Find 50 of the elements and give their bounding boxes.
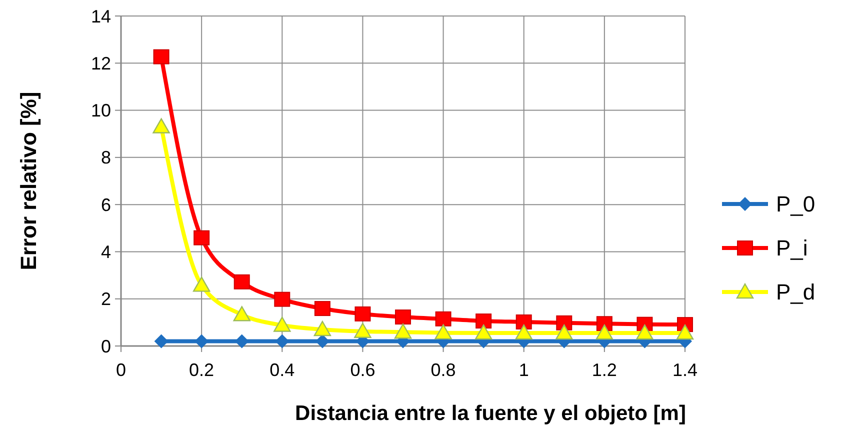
x-axis-title: Distancia entre la fuente y el objeto [m] (295, 402, 686, 425)
x-tick-label: 1.2 (592, 360, 617, 380)
point (314, 320, 332, 336)
x-tick-label: 0.4 (270, 360, 295, 380)
point (274, 316, 291, 332)
point (315, 334, 330, 348)
legend-label: P_0 (776, 192, 816, 217)
point (354, 306, 371, 322)
y-tick-label: 0 (100, 336, 111, 356)
point (556, 324, 573, 340)
point (476, 314, 492, 329)
y-axis-title: Error relativo [%] (16, 92, 41, 270)
legend-label: P_d (776, 280, 816, 305)
point (394, 323, 412, 339)
point (153, 49, 170, 64)
y-tick-label: 14 (90, 6, 111, 26)
point (515, 324, 532, 340)
x-tick-label: 1.4 (672, 360, 698, 380)
point (516, 314, 532, 330)
point (194, 334, 209, 348)
x-tick-label: 1 (518, 360, 529, 380)
point (434, 324, 452, 340)
legend-label: P_i (776, 236, 808, 261)
x-tick-label: 0.8 (430, 360, 456, 380)
y-tick-label: 10 (90, 100, 111, 121)
y-tick-label: 4 (100, 242, 111, 262)
point (275, 334, 290, 348)
point (596, 324, 614, 340)
point (676, 324, 694, 340)
point (354, 322, 372, 338)
y-tick-label: 2 (100, 289, 111, 310)
x-tick-label: 0.6 (350, 360, 376, 380)
point (395, 310, 411, 325)
point (192, 276, 210, 292)
point (194, 230, 210, 246)
point (435, 311, 452, 326)
y-tick-label: 6 (100, 194, 111, 215)
point (234, 334, 249, 348)
y-tick-label: 12 (90, 53, 111, 74)
y-tick-label: 8 (100, 148, 111, 168)
point (233, 306, 250, 322)
x-tick-label: 0.2 (189, 360, 214, 380)
point (274, 292, 290, 307)
point (154, 334, 168, 348)
point (314, 301, 330, 316)
point (474, 324, 492, 340)
point (152, 118, 170, 134)
point (234, 274, 250, 290)
x-tick-label: 0 (116, 360, 126, 380)
point (636, 324, 654, 340)
